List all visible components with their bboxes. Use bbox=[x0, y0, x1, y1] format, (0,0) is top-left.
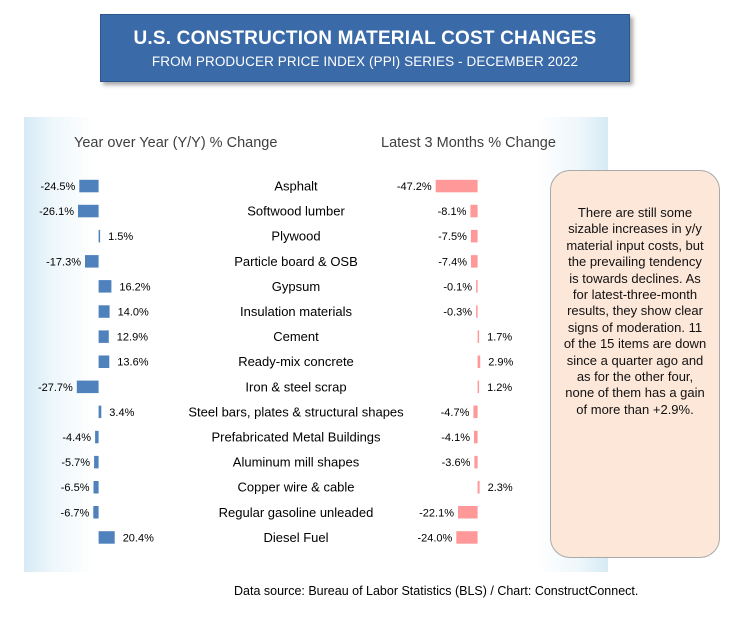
three-month-value-label: -4.1% bbox=[441, 432, 470, 444]
yoy-value-label: 3.4% bbox=[109, 407, 134, 419]
yoy-bar bbox=[95, 430, 99, 444]
three-month-bar bbox=[477, 380, 480, 394]
yoy-value-label: -27.7% bbox=[38, 382, 73, 394]
category-label: Regular gasoline unleaded bbox=[219, 505, 374, 520]
three-month-value-label: -0.1% bbox=[443, 281, 472, 293]
three-month-bar bbox=[473, 405, 478, 419]
yoy-bar bbox=[98, 405, 102, 419]
yoy-bar bbox=[98, 531, 115, 544]
chart-title-box: U.S. CONSTRUCTION MATERIAL COST CHANGES … bbox=[100, 14, 630, 82]
three-month-bar bbox=[435, 179, 478, 193]
category-label: Gypsum bbox=[272, 279, 320, 294]
category-label: Cement bbox=[273, 329, 319, 344]
three-month-bar bbox=[477, 481, 480, 494]
commentary-note: There are still some sizable increases i… bbox=[550, 170, 720, 558]
category-label: Softwood lumber bbox=[247, 204, 345, 219]
yoy-value-label: 12.9% bbox=[117, 332, 148, 344]
yoy-bar bbox=[93, 506, 99, 519]
category-label: Steel bars, plates & structural shapes bbox=[188, 404, 404, 419]
three-month-bar bbox=[477, 330, 480, 343]
yoy-value-label: -6.5% bbox=[61, 482, 90, 494]
three-month-heading: Latest 3 Months % Change bbox=[381, 135, 556, 151]
three-month-bar bbox=[456, 531, 478, 544]
chart-subtitle: FROM PRODUCER PRICE INDEX (PPI) SERIES -… bbox=[151, 54, 579, 69]
three-month-value-label: 1.2% bbox=[487, 382, 512, 394]
three-month-value-label: -47.2% bbox=[397, 181, 432, 193]
three-month-value-label: -0.3% bbox=[443, 307, 472, 319]
three-month-value-label: -4.7% bbox=[441, 407, 470, 419]
yoy-value-label: -4.4% bbox=[62, 432, 91, 444]
yoy-bar bbox=[78, 204, 99, 218]
yoy-bar bbox=[98, 305, 110, 318]
three-month-bar bbox=[476, 280, 478, 293]
three-month-bar bbox=[458, 506, 478, 519]
three-month-value-label: 2.3% bbox=[488, 482, 513, 494]
category-label: Diesel Fuel bbox=[263, 530, 328, 545]
yoy-bar bbox=[79, 179, 99, 193]
category-label: Particle board & OSB bbox=[234, 254, 358, 269]
three-month-bar bbox=[471, 255, 478, 268]
yoy-value-label: 13.6% bbox=[117, 357, 148, 369]
yoy-bar bbox=[98, 355, 110, 368]
data-source: Data source: Bureau of Labor Statistics … bbox=[234, 584, 639, 598]
three-month-value-label: -8.1% bbox=[438, 206, 467, 218]
yoy-bar bbox=[98, 280, 112, 293]
yoy-value-label: 14.0% bbox=[118, 307, 149, 319]
category-label: Plywood bbox=[271, 229, 320, 244]
three-month-value-label: 2.9% bbox=[488, 357, 513, 369]
yoy-heading: Year over Year (Y/Y) % Change bbox=[74, 135, 278, 151]
yoy-value-label: -5.7% bbox=[61, 457, 90, 469]
category-label: Aluminum mill shapes bbox=[233, 455, 360, 470]
yoy-value-label: -26.1% bbox=[39, 206, 74, 218]
three-month-value-label: -7.5% bbox=[438, 231, 467, 243]
yoy-value-label: -24.5% bbox=[40, 181, 75, 193]
yoy-value-label: -17.3% bbox=[46, 256, 81, 268]
category-label: Ready-mix concrete bbox=[238, 354, 354, 369]
three-month-value-label: -22.1% bbox=[419, 507, 454, 519]
yoy-bar bbox=[98, 330, 109, 343]
yoy-value-label: -6.7% bbox=[61, 507, 90, 519]
category-label: Asphalt bbox=[274, 179, 318, 194]
category-label: Iron & steel scrap bbox=[245, 379, 346, 394]
category-label: Prefabricated Metal Buildings bbox=[211, 430, 381, 445]
yoy-bar bbox=[98, 229, 101, 243]
category-label: Copper wire & cable bbox=[237, 480, 354, 495]
three-month-bar bbox=[470, 204, 478, 218]
chart-title: U.S. CONSTRUCTION MATERIAL COST CHANGES bbox=[133, 28, 597, 49]
three-month-bar bbox=[470, 229, 478, 243]
three-month-bar bbox=[474, 430, 478, 444]
yoy-value-label: 16.2% bbox=[119, 281, 150, 293]
three-month-value-label: -3.6% bbox=[442, 457, 471, 469]
yoy-bar bbox=[93, 481, 99, 494]
category-label: Insulation materials bbox=[240, 304, 352, 319]
three-month-value-label: 1.7% bbox=[487, 332, 512, 344]
three-month-value-label: -7.4% bbox=[438, 256, 467, 268]
three-month-bar bbox=[476, 305, 478, 318]
chart-panel bbox=[24, 117, 608, 572]
yoy-bar bbox=[85, 255, 99, 268]
three-month-bar bbox=[477, 355, 481, 368]
three-month-bar bbox=[474, 455, 478, 469]
three-month-value-label: -24.0% bbox=[417, 532, 452, 544]
yoy-value-label: 20.4% bbox=[123, 532, 154, 544]
yoy-bar bbox=[76, 380, 99, 394]
yoy-value-label: 1.5% bbox=[108, 231, 133, 243]
yoy-bar bbox=[94, 455, 99, 469]
